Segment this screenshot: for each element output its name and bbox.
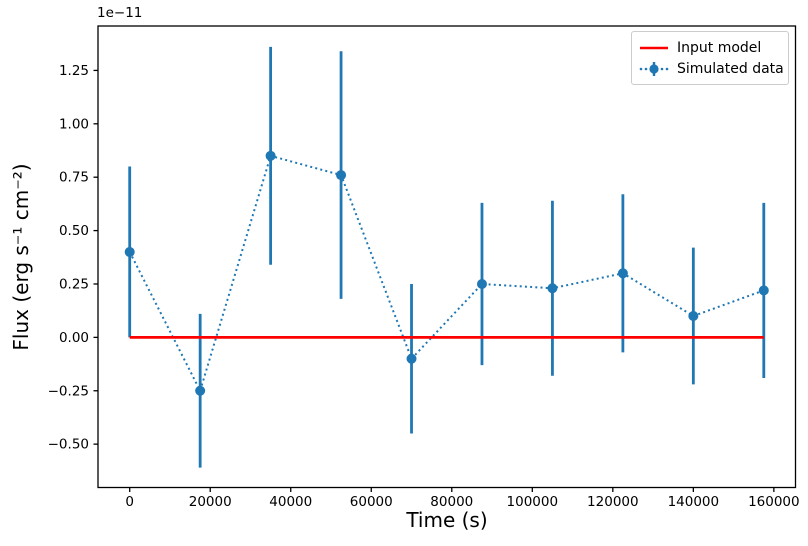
- legend-item-simulated-data: Simulated data: [639, 58, 784, 79]
- legend-item-input-model: Input model: [639, 37, 780, 58]
- x-tick-label: 0: [125, 494, 134, 510]
- data-point-marker: [476, 278, 487, 289]
- data-point-marker: [406, 353, 417, 364]
- x-tick-label: 100000: [507, 494, 559, 510]
- data-point-marker: [758, 285, 769, 296]
- x-axis-label: Time (s): [406, 508, 488, 532]
- x-tick-label: 140000: [668, 494, 720, 510]
- data-point-marker: [688, 311, 699, 322]
- y-tick-label: −0.25: [48, 383, 89, 399]
- x-tick-label: 120000: [587, 494, 639, 510]
- legend: Input model Simulated data: [631, 31, 789, 85]
- x-tick-label: 20000: [189, 494, 232, 510]
- y-tick-label: 0.50: [59, 223, 89, 239]
- x-tick-label: 60000: [350, 494, 393, 510]
- legend-label-input-model: Input model: [677, 39, 762, 56]
- y-tick-label: 1.25: [59, 63, 89, 79]
- y-tick-label: 0.75: [59, 170, 89, 186]
- data-point-marker: [124, 246, 135, 257]
- y-axis-offset-text: 1e−11: [97, 5, 143, 21]
- data-point-marker: [195, 385, 206, 396]
- data-point-marker: [617, 268, 628, 279]
- plot-border: [97, 25, 797, 489]
- x-tick-label: 160000: [748, 494, 800, 510]
- y-tick-label: 0.00: [59, 330, 89, 346]
- input-model-line-sample-icon: [640, 46, 668, 49]
- data-point-marker: [547, 283, 558, 294]
- x-tick-label: 40000: [269, 494, 312, 510]
- y-axis-label: Flux (erg s⁻¹ cm⁻²): [9, 163, 33, 351]
- simulated-data-line: [128, 154, 765, 394]
- legend-label-simulated-data: Simulated data: [677, 60, 784, 77]
- x-tick-label: 80000: [430, 494, 473, 510]
- simulated-data-errorbar-sample-icon: [639, 61, 669, 76]
- data-point-marker: [336, 170, 347, 181]
- y-tick-label: −0.50: [48, 437, 89, 453]
- y-tick-label: 0.25: [59, 276, 89, 292]
- y-tick-label: 1.00: [59, 116, 89, 132]
- data-point-marker: [265, 150, 276, 161]
